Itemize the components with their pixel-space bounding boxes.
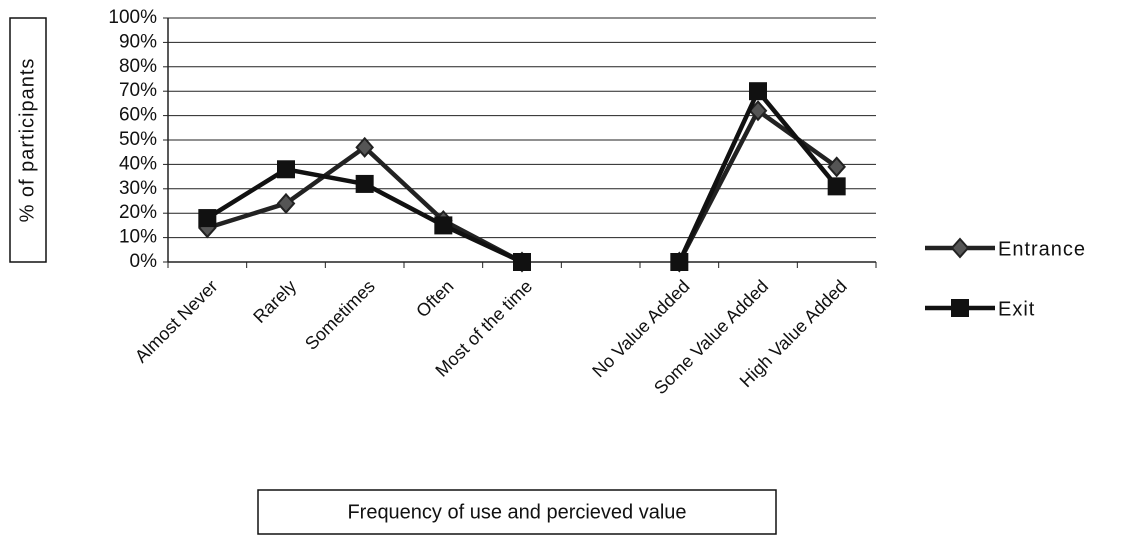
y-tick-label: 90%	[119, 31, 157, 52]
y-tick-label: 60%	[119, 105, 157, 126]
y-tick-label: 30%	[119, 178, 157, 199]
data-point	[513, 253, 531, 271]
data-point	[276, 192, 296, 214]
data-point	[198, 209, 217, 228]
x-tick-label: Rarely	[249, 276, 300, 327]
legend-label: Entrance	[998, 238, 1086, 260]
data-point	[749, 82, 767, 101]
x-axis-title: Frequency of use and percieved value	[347, 501, 686, 523]
series-line	[677, 108, 838, 264]
y-tick-label: 20%	[119, 202, 157, 223]
y-axis-title: % of participants	[16, 58, 38, 223]
y-tick-label: 70%	[119, 80, 157, 101]
y-tick-label: 0%	[130, 251, 158, 272]
x-tick-label: Almost Never	[131, 276, 222, 367]
y-tick-label: 100%	[108, 7, 157, 28]
x-tick-label: Sometimes	[301, 276, 379, 354]
legend-label: Exit	[998, 298, 1035, 320]
y-tick-label: 40%	[119, 153, 157, 174]
data-point	[277, 160, 295, 179]
y-tick-label: 80%	[119, 56, 157, 77]
y-tick-label: 10%	[119, 227, 157, 248]
data-point	[827, 156, 847, 178]
y-title-box	[9, 17, 47, 263]
legend-marker	[951, 299, 969, 317]
legend-marker	[950, 237, 970, 259]
data-point	[355, 174, 374, 193]
y-tick-label: 50%	[119, 129, 157, 150]
x-title-box	[257, 489, 777, 535]
data-point	[434, 216, 453, 235]
x-tick-label: Often	[412, 276, 457, 321]
data-point	[355, 136, 375, 158]
data-point	[827, 177, 846, 196]
data-point	[670, 253, 689, 271]
